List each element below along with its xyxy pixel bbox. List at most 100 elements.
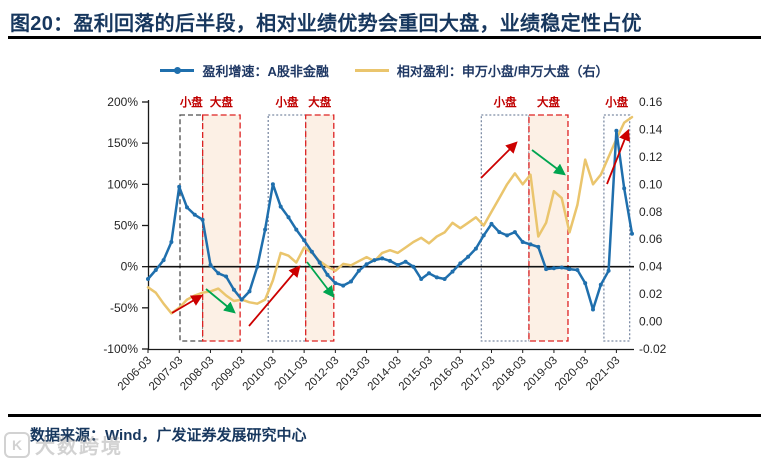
right-axis-tick-label: -0.02 bbox=[639, 342, 667, 356]
regime-label: 大盘 bbox=[308, 95, 331, 109]
data-point-marker bbox=[536, 244, 541, 249]
data-point-marker bbox=[356, 268, 361, 273]
regime-label: 小盘 bbox=[493, 95, 517, 109]
data-point-marker bbox=[575, 268, 580, 272]
legend-label-profit-growth: 盈利增速：A股非金融 bbox=[202, 64, 329, 79]
legend-item-profit-growth: 盈利增速：A股非金融 bbox=[160, 61, 329, 80]
right-axis-tick-label: 0.12 bbox=[639, 150, 663, 164]
data-point-marker bbox=[185, 205, 189, 210]
regime-box-small-cap bbox=[179, 114, 204, 342]
legend-label-relative-profit: 相对盈利：申万小盘/申万大盘（右） bbox=[396, 64, 609, 79]
data-point-marker bbox=[200, 217, 205, 222]
regime-box-large-cap bbox=[305, 114, 335, 342]
data-point-marker bbox=[286, 215, 291, 220]
data-point-marker bbox=[255, 264, 260, 269]
data-point-marker bbox=[325, 272, 330, 277]
regime-box-large-cap bbox=[528, 114, 569, 342]
data-point-marker bbox=[247, 289, 252, 294]
figure-title: 图20：盈利回落的后半段，相对业绩优势会重回大盘，业绩稳定性占优 bbox=[10, 13, 642, 35]
left-axis-tick-label: 150% bbox=[107, 136, 138, 150]
left-axis-tick-label: 50% bbox=[114, 219, 138, 233]
data-source: 数据来源：Wind，广发证券发展研究中心 bbox=[30, 427, 307, 444]
data-point-marker bbox=[505, 233, 510, 238]
regime-box-large-cap bbox=[201, 114, 241, 342]
trend-arrow-green bbox=[306, 261, 335, 298]
data-point-marker bbox=[434, 275, 439, 280]
watermark-logo-icon: K bbox=[4, 431, 30, 458]
regime-label: 小盘 bbox=[179, 95, 203, 109]
data-point-marker bbox=[544, 267, 549, 272]
data-point-marker bbox=[419, 277, 424, 281]
trend-arrow-red bbox=[480, 141, 518, 179]
regime-label: 大盘 bbox=[537, 95, 560, 109]
regime-box-small-cap bbox=[267, 114, 307, 342]
data-point-marker bbox=[364, 262, 369, 267]
right-axis-tick-label: 0.10 bbox=[639, 177, 663, 191]
data-point-marker bbox=[146, 277, 150, 281]
title-divider bbox=[8, 36, 761, 39]
data-point-marker bbox=[278, 204, 283, 209]
data-point-marker bbox=[309, 249, 314, 254]
data-point-marker bbox=[559, 265, 564, 270]
data-point-marker bbox=[153, 268, 158, 272]
data-point-marker bbox=[372, 258, 377, 263]
data-point-marker bbox=[317, 260, 322, 265]
right-axis-tick-label: 0.08 bbox=[639, 205, 663, 219]
data-point-marker bbox=[450, 269, 455, 274]
data-point-marker bbox=[458, 261, 463, 266]
trend-arrow-green bbox=[205, 288, 236, 314]
data-point-marker bbox=[489, 221, 494, 226]
left-axis-tick-label: -50% bbox=[110, 301, 138, 315]
data-point-marker bbox=[598, 282, 603, 287]
data-point-marker bbox=[473, 246, 478, 251]
data-point-marker bbox=[614, 128, 619, 133]
data-point-marker bbox=[270, 182, 275, 187]
data-point-marker bbox=[263, 227, 268, 232]
regime-box-small-cap bbox=[603, 114, 631, 342]
right-axis-tick-label: 0.04 bbox=[639, 260, 663, 274]
footer-divider bbox=[8, 414, 761, 417]
data-point-marker bbox=[630, 231, 634, 236]
data-point-marker bbox=[528, 242, 533, 247]
regime-label: 小盘 bbox=[604, 95, 628, 109]
data-point-marker bbox=[591, 307, 595, 312]
regime-label: 大盘 bbox=[210, 95, 233, 109]
left-axis-tick-label: 100% bbox=[107, 177, 138, 191]
trend-arrow-red bbox=[606, 128, 630, 185]
watermark-text: 大数跨境 bbox=[35, 436, 123, 458]
data-point-marker bbox=[177, 184, 182, 189]
data-point-marker bbox=[481, 233, 486, 238]
data-point-marker bbox=[216, 271, 221, 276]
trend-arrow-green bbox=[531, 149, 566, 176]
left-axis-tick-label: 200% bbox=[107, 95, 138, 109]
left-axis-tick-label: -100% bbox=[103, 342, 138, 356]
data-point-marker bbox=[411, 264, 416, 269]
legend-line-sample-blue bbox=[160, 67, 195, 74]
chart-legend: 盈利增速：A股非金融 相对盈利：申万小盘/申万大盘（右） bbox=[0, 61, 769, 80]
legend-item-relative-profit: 相对盈利：申万小盘/申万大盘（右） bbox=[354, 61, 609, 80]
right-axis-tick-label: 0.16 bbox=[639, 95, 663, 109]
data-point-marker bbox=[224, 274, 229, 279]
data-point-marker bbox=[395, 263, 400, 267]
left-axis-tick-label: 0% bbox=[121, 260, 139, 274]
data-point-marker bbox=[427, 271, 431, 276]
data-point-marker bbox=[512, 230, 517, 235]
trend-arrow-red bbox=[171, 294, 204, 314]
data-point-marker bbox=[622, 186, 627, 191]
data-point-marker bbox=[231, 287, 236, 292]
data-point-marker bbox=[497, 230, 502, 235]
data-point-marker bbox=[567, 267, 572, 272]
trend-arrow-red bbox=[248, 265, 301, 327]
data-point-marker bbox=[606, 268, 611, 273]
data-point-marker bbox=[192, 212, 197, 217]
series-relative-profit bbox=[146, 115, 634, 315]
data-point-marker bbox=[239, 297, 244, 302]
legend-line-sample-yellow bbox=[354, 69, 389, 72]
data-point-marker bbox=[341, 283, 346, 288]
data-point-marker bbox=[380, 256, 385, 261]
data-point-marker bbox=[442, 277, 447, 281]
right-axis-tick-label: 0.14 bbox=[639, 122, 663, 136]
data-point-marker bbox=[388, 258, 392, 263]
x-axis-tick-label: 2021-03 bbox=[584, 355, 622, 393]
